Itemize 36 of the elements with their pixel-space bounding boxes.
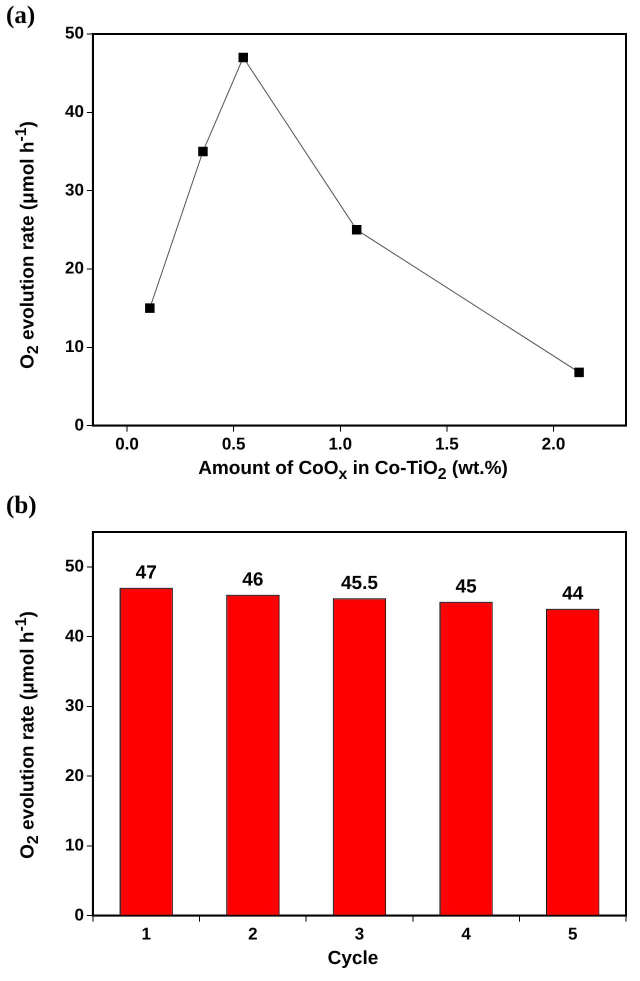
point <box>238 52 248 62</box>
x-tick-label: 0.0 <box>115 434 139 454</box>
x-tick-label: 0.5 <box>222 434 246 454</box>
point <box>145 303 155 313</box>
y-tick-label: 50 <box>64 556 84 576</box>
y-tick-label: 0 <box>74 905 84 924</box>
y-tick-label: 40 <box>64 102 84 122</box>
x-tick-label: 1.0 <box>328 434 352 454</box>
x-tick-label: 2.0 <box>542 434 566 454</box>
data-label: 45.5 <box>340 572 378 594</box>
data-label: 44 <box>562 583 584 604</box>
x-tick-label: 1.5 <box>435 434 459 454</box>
x-tick-label: 1 <box>141 924 151 944</box>
y-tick-label: 30 <box>64 180 84 200</box>
point <box>574 368 584 378</box>
text: (b) <box>6 492 37 520</box>
y-tick-label: 20 <box>64 258 84 278</box>
data-label: 45 <box>456 576 478 598</box>
y-tick-label: 10 <box>64 336 84 356</box>
y-tick-label: 20 <box>64 766 84 785</box>
y-tick-label: 40 <box>64 626 84 646</box>
y-tick-label: 30 <box>64 696 84 716</box>
x-axis-title: Amount of CoO$_{x}$ in Co-TiO$_{2}$ (wt.%) <box>197 458 509 484</box>
y-tick-label: 50 <box>64 24 84 43</box>
x-tick-label: 2 <box>248 924 258 944</box>
point <box>352 225 362 235</box>
data-label: 46 <box>242 570 264 591</box>
data-label: 47 <box>136 562 157 584</box>
x-tick-label: 4 <box>461 924 472 944</box>
x-tick-label: 3 <box>354 924 364 944</box>
point <box>198 146 208 156</box>
y-tick-label: 10 <box>64 836 84 855</box>
x-tick-label: 5 <box>568 924 578 944</box>
x-axis-title: Cycle <box>326 948 380 970</box>
text: (a) <box>6 2 36 30</box>
y-tick-label: 0 <box>74 415 84 434</box>
